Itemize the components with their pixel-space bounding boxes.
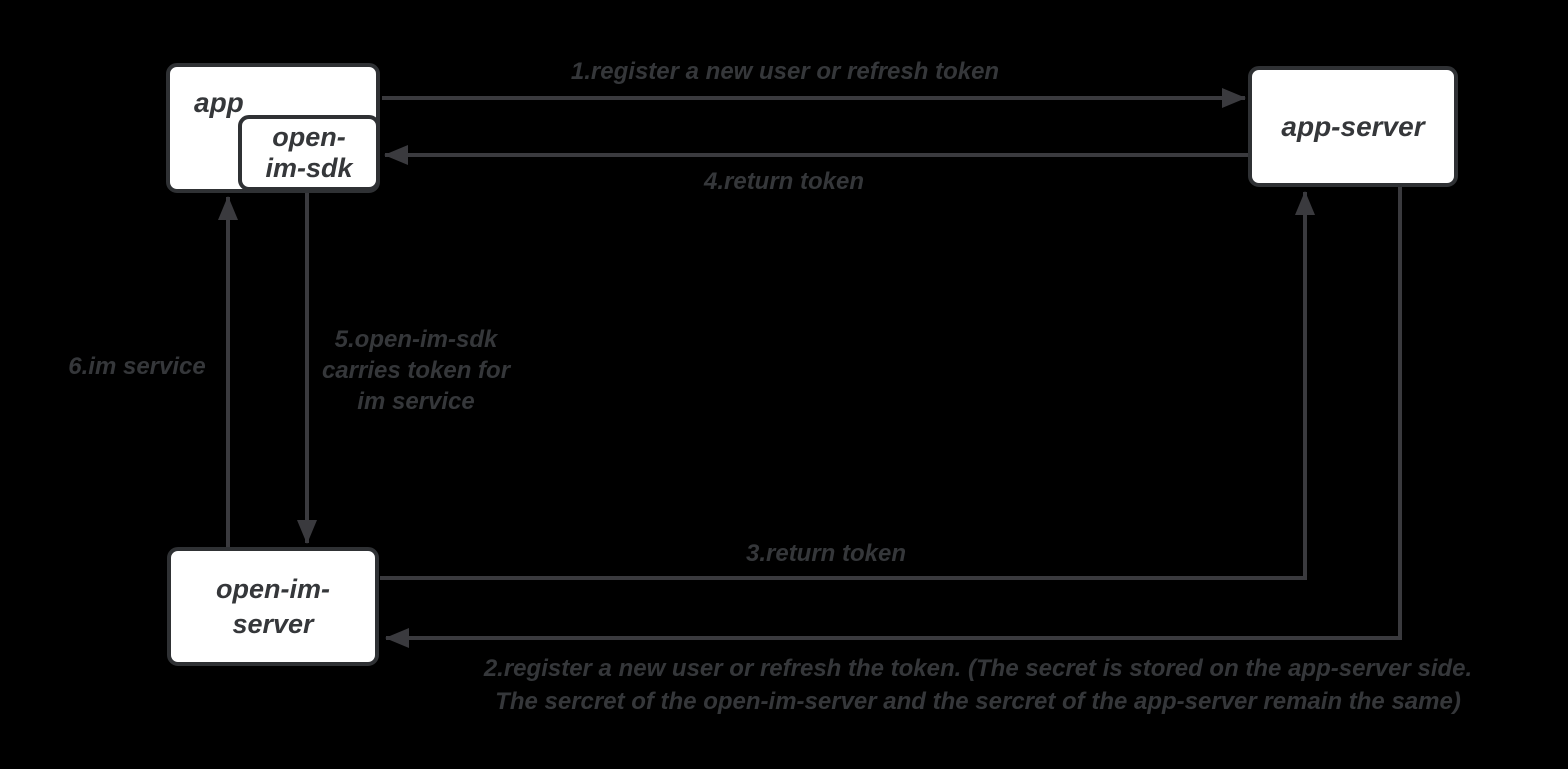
arrow-return-token-to-app-server xyxy=(380,191,1315,580)
edge-label-sdk-carries-token-line3: im service xyxy=(357,388,475,415)
edge-label-return-token-to-sdk: 4.return token xyxy=(703,168,865,195)
node-app-label: app xyxy=(194,87,244,118)
edge-label-im-service: 6.im service xyxy=(68,353,206,380)
edge-label-sdk-carries-token-line1: 5.open-im-sdk xyxy=(334,326,498,353)
edge-label-sdk-carries-token-line2: carries token for xyxy=(321,357,511,384)
edge-label-register-token-secret: 2.register a new user or refresh the tok… xyxy=(484,652,1472,718)
node-app-server-label: app-server xyxy=(1281,110,1425,142)
node-open-im-server-label-line2: server xyxy=(232,608,314,639)
edge-label-sdk-carries-token: 5.open-im-sdk carries token for im servi… xyxy=(322,324,510,417)
edge-label-register-token-secret-line2: The sercret of the open-im-server and th… xyxy=(495,688,1461,715)
node-open-im-sdk: open- im-sdk xyxy=(238,115,380,191)
node-open-im-server-label-line1: open-im- xyxy=(216,573,330,604)
edge-label-register-token: 1.register a new user or refresh token xyxy=(570,58,1000,85)
edge-label-return-token-to-app-server: 3.return token xyxy=(745,540,907,567)
node-open-im-sdk-label-line2: im-sdk xyxy=(265,153,353,183)
arrow-register-token-secret xyxy=(385,187,1402,648)
node-open-im-server: open-im- server xyxy=(167,547,379,666)
node-open-im-sdk-label-line1: open- xyxy=(272,122,346,152)
node-app-server: app-server xyxy=(1248,66,1458,187)
edge-label-register-token-secret-line1: 2.register a new user or refresh the tok… xyxy=(483,655,1473,682)
